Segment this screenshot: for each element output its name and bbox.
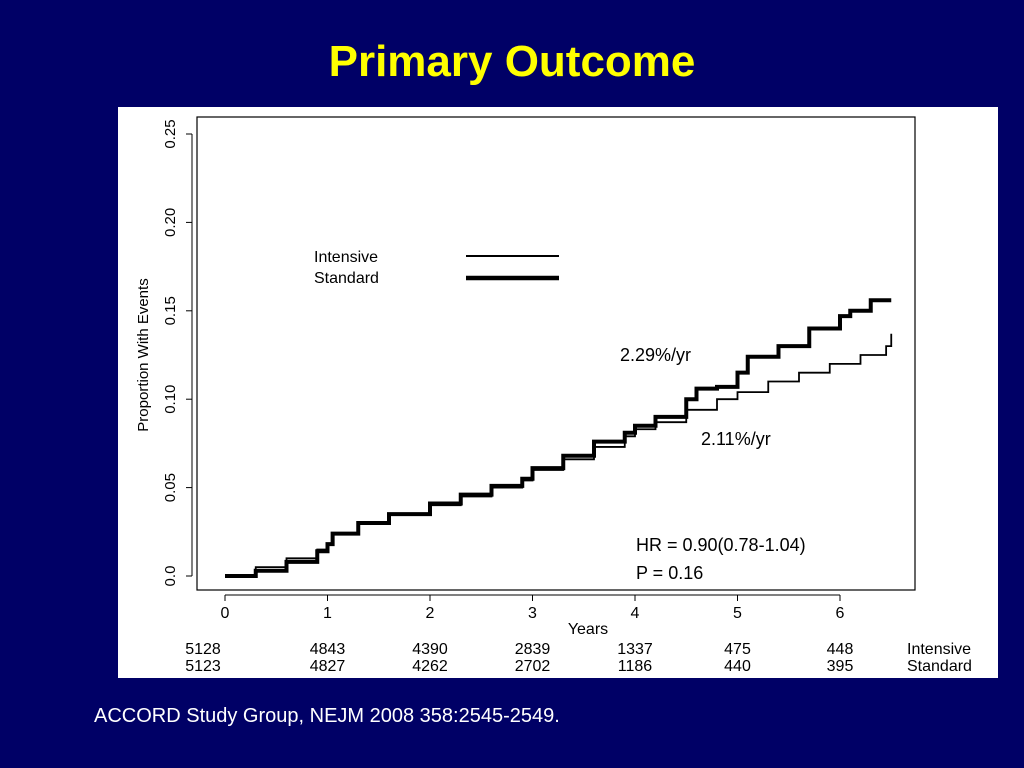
at-risk-value: 448 <box>827 641 854 658</box>
y-tick-label: 0.20 <box>162 208 179 237</box>
at-risk-value: 4827 <box>310 658 346 675</box>
at-risk-value: 1186 <box>618 658 653 675</box>
series-line-standard <box>225 298 892 578</box>
at-risk-value: 4262 <box>412 658 448 675</box>
citation: ACCORD Study Group, NEJM 2008 358:2545-2… <box>94 705 560 727</box>
y-tick-label: 0.05 <box>162 473 179 502</box>
x-tick-label: 3 <box>528 605 537 622</box>
y-tick-label: 0.0 <box>162 566 179 587</box>
at-risk-value: 5128 <box>185 641 221 658</box>
at-risk-value: 1337 <box>617 641 653 658</box>
plot-frame <box>196 116 916 591</box>
x-axis-label: Years <box>568 621 608 638</box>
at-risk-row-label: Intensive <box>907 641 971 658</box>
y-tick-label: 0.15 <box>162 296 179 325</box>
x-tick-label: 1 <box>323 605 332 622</box>
y-axis-label: Proportion With Events <box>135 278 152 431</box>
y-tick-label: 0.25 <box>162 119 179 148</box>
at-risk-row-label: Standard <box>907 658 972 675</box>
annotation-p-value: P = 0.16 <box>636 563 703 583</box>
annotation-standard-rate: 2.29%/yr <box>620 345 691 365</box>
x-tick-label: 4 <box>631 605 640 622</box>
at-risk-value: 2839 <box>515 641 551 658</box>
slide-title: Primary Outcome <box>328 37 696 86</box>
y-tick-label: 0.10 <box>162 385 179 414</box>
legend-label-standard: Standard <box>314 270 379 287</box>
chart-panel: 0.0 0.05 0.10 0.15 0.20 0.25 0 1 2 3 4 5 6 Proporti… <box>118 107 998 678</box>
at-risk-value: 2702 <box>515 658 551 675</box>
at-risk-value: 4843 <box>310 641 346 658</box>
survival-chart: 0.0 0.05 0.10 0.15 0.20 0.25 0 1 2 3 4 5 6 Proporti… <box>135 116 972 675</box>
at-risk-value: 440 <box>724 658 751 675</box>
series-layer <box>225 298 893 578</box>
y-axis: 0.0 0.05 0.10 0.15 0.20 0.25 <box>162 119 193 587</box>
annotation-hazard-ratio: HR = 0.90(0.78-1.04) <box>636 535 806 555</box>
at-risk-value: 395 <box>827 658 854 675</box>
x-tick-label: 2 <box>426 605 435 622</box>
annotation-intensive-rate: 2.11%/yr <box>701 429 771 449</box>
at-risk-value: 5123 <box>185 658 221 675</box>
at-risk-table: 5128 4843 4390 2839 1337 475 448 Intensive 5123 4… <box>185 641 972 675</box>
x-tick-label: 6 <box>836 605 845 622</box>
at-risk-value: 475 <box>724 641 751 658</box>
legend-label-intensive: Intensive <box>314 249 378 266</box>
x-tick-label: 0 <box>221 605 230 622</box>
at-risk-value: 4390 <box>412 641 448 658</box>
legend: Intensive Standard <box>314 249 559 287</box>
x-axis: 0 1 2 3 4 5 6 <box>221 594 845 622</box>
x-tick-label: 5 <box>733 605 742 622</box>
